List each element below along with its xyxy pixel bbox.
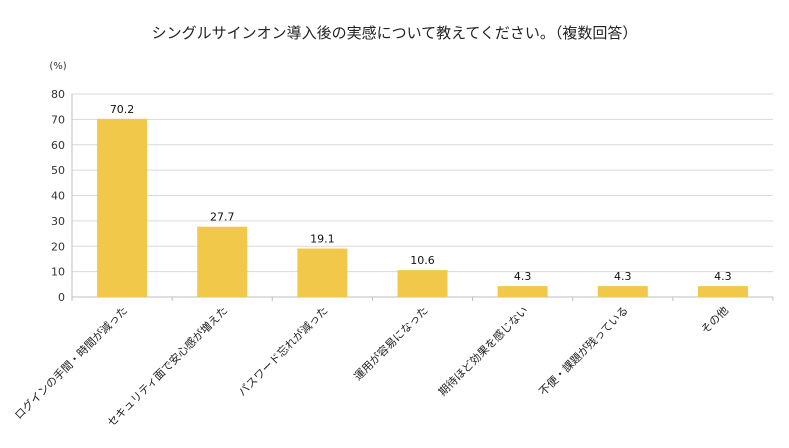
data-label: 10.6 [410, 254, 435, 267]
y-axis-unit-label: (%) [49, 61, 66, 72]
x-tick-label: ログインの手間・時間が減った [11, 303, 130, 422]
bars [97, 118, 748, 298]
y-tick-label: 20 [51, 240, 65, 253]
data-label: 27.7 [210, 211, 235, 224]
x-tick-label: パスワード忘れが減った [235, 303, 330, 398]
bar [597, 286, 648, 297]
data-label: 70.2 [110, 103, 135, 116]
bar [97, 118, 148, 298]
x-tick-label: 期待ほど効果を感じない [435, 303, 530, 398]
y-tick-label: 40 [51, 190, 65, 203]
bar [697, 286, 748, 297]
y-tick-label: 80 [51, 88, 65, 101]
y-tick-label: 0 [58, 291, 65, 304]
bar [497, 286, 548, 297]
x-tick-label: その他 [699, 304, 732, 337]
y-tick-label: 70 [51, 113, 65, 126]
data-label: 4.3 [514, 270, 532, 283]
bar [197, 226, 248, 297]
axes [71, 94, 774, 301]
y-tick-label: 50 [51, 164, 65, 177]
x-tick-label: セキュリティ面で安心感が増えた [104, 303, 230, 429]
data-label: 4.3 [714, 270, 732, 283]
bar [397, 270, 448, 297]
x-tick-label: 運用が容易になった [351, 303, 431, 383]
y-tick-label: 60 [51, 139, 65, 152]
y-tick-label: 10 [51, 266, 65, 279]
data-label: 4.3 [614, 270, 632, 283]
y-tick-label: 30 [51, 215, 65, 228]
x-tick-label: 不便・課題が残っている [536, 303, 631, 398]
chart-title: シングルサインオン導入後の実感について教えてください。（複数回答） [151, 24, 638, 42]
data-label: 19.1 [310, 233, 335, 246]
bar [297, 248, 348, 297]
